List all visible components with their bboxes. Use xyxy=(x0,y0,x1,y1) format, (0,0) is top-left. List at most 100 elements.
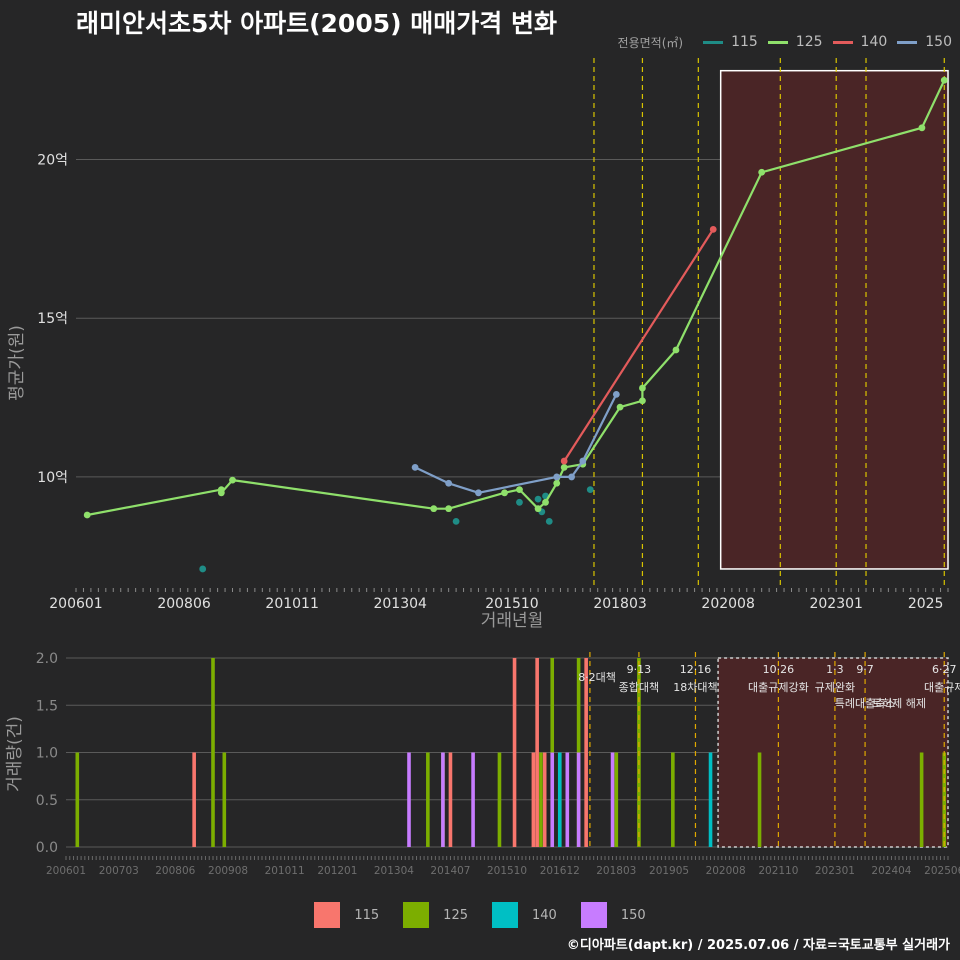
volume-bar-125 xyxy=(919,752,924,847)
legend-swatch-150 xyxy=(897,40,918,44)
policy-label-name: 대출규제 xyxy=(924,681,960,694)
volume-bar-115 xyxy=(542,752,547,847)
volume-legend-swatch-115 xyxy=(314,902,341,928)
legend-label-115: 115 xyxy=(731,34,758,50)
volume-x-tick-label: 201201 xyxy=(317,865,357,877)
policy-label-date: 12·16 xyxy=(680,663,712,676)
legend-label-125: 125 xyxy=(795,34,823,50)
volume-x-tick-label: 201011 xyxy=(265,865,305,877)
price-point-115 xyxy=(516,498,523,506)
price-y-tick-label: 20억 xyxy=(37,153,68,169)
price-point-115 xyxy=(452,517,460,525)
volume-y-tick-label: 0.5 xyxy=(36,793,58,809)
price-y-tick-label: 10억 xyxy=(37,470,68,486)
legend-item-125: 125 xyxy=(767,34,823,50)
policy-label-name: 규제완화 xyxy=(815,681,855,694)
volume-x-tick-label: 202110 xyxy=(758,865,798,877)
price-y-tick-label: 15억 xyxy=(37,311,68,327)
volume-y-tick-label: 1.0 xyxy=(36,746,58,762)
volume-legend-item-150: 150 xyxy=(580,902,646,928)
volume-bar-140 xyxy=(708,752,713,847)
volume-highlight-box xyxy=(717,657,949,848)
volume-bar-125 xyxy=(671,752,675,847)
price-point-125 xyxy=(616,403,624,411)
volume-legend-label-140: 140 xyxy=(532,907,557,923)
policy-label-name: 특례대출축소 xyxy=(835,697,896,710)
volume-legend-item-115: 115 xyxy=(314,902,379,928)
legend-item-150: 150 xyxy=(897,34,952,50)
volume-y-axis-title: 거래량(건) xyxy=(5,716,25,792)
price-point-140 xyxy=(709,225,717,233)
price-point-115 xyxy=(199,565,207,573)
price-point-125 xyxy=(639,397,646,405)
legend-item-115: 115 xyxy=(703,34,758,50)
price-point-150 xyxy=(568,473,576,481)
volume-x-tick-label: 200806 xyxy=(155,865,195,877)
volume-bar-150 xyxy=(441,752,445,847)
price-x-tick-label: 201803 xyxy=(593,596,646,612)
policy-label-name: 토허제 해제 xyxy=(872,696,926,710)
price-point-125 xyxy=(560,464,568,471)
policy-label-date: 10·26 xyxy=(763,663,795,676)
volume-legend-label-115: 115 xyxy=(354,907,380,923)
policy-label-date: 1·3 xyxy=(826,663,844,676)
volume-legend-swatch-140 xyxy=(492,902,518,928)
volume-bar-125 xyxy=(614,752,619,847)
volume-bar-140 xyxy=(557,752,562,847)
price-point-125 xyxy=(501,489,508,497)
volume-bar-125 xyxy=(426,752,430,847)
price-point-115 xyxy=(586,486,594,494)
volume-bar-150 xyxy=(550,752,555,847)
policy-label-date: 9·7 xyxy=(856,663,874,676)
price-point-150 xyxy=(411,464,419,471)
legend-label-140: 140 xyxy=(860,34,888,50)
volume-bar-150 xyxy=(565,752,570,847)
volume-x-tick-label: 202506 xyxy=(924,865,960,877)
price-point-125 xyxy=(445,505,453,513)
volume-bar-150 xyxy=(471,752,475,847)
volume-legend-item-125: 125 xyxy=(403,902,468,928)
price-x-axis-title: 거래년월 xyxy=(481,611,544,631)
price-point-125 xyxy=(639,384,646,392)
price-point-140 xyxy=(560,457,568,465)
volume-legend-label-150: 150 xyxy=(620,907,646,923)
legend-title: 전용면적(㎡) xyxy=(617,35,684,50)
volume-x-tick-label: 201304 xyxy=(374,865,414,877)
price-point-125 xyxy=(229,476,236,484)
volume-bar-115 xyxy=(531,752,536,847)
volume-x-tick-label: 200601 xyxy=(46,865,86,877)
price-x-tick-label: 201304 xyxy=(373,596,427,612)
price-y-axis-title: 평균가(원) xyxy=(7,325,27,401)
price-line-150 xyxy=(414,393,618,494)
price-point-115 xyxy=(534,495,542,503)
price-x-tick-label: 202301 xyxy=(809,596,862,612)
legend-swatch-125 xyxy=(767,40,788,44)
legend-label-150: 150 xyxy=(925,34,952,50)
legend-item-140: 140 xyxy=(832,34,888,50)
price-point-125 xyxy=(758,168,766,176)
volume-y-tick-label: 1.5 xyxy=(36,698,58,714)
volume-bar-115 xyxy=(448,752,453,847)
volume-x-tick-label: 200908 xyxy=(208,865,248,877)
policy-label-name: 종합대책 xyxy=(619,681,659,694)
price-point-125 xyxy=(83,511,91,519)
price-x-tick-label: 202008 xyxy=(701,596,754,612)
price-point-150 xyxy=(553,473,561,481)
price-point-150 xyxy=(612,391,620,398)
price-x-tick-label: 200806 xyxy=(157,596,211,612)
policy-label-date: 6·27 xyxy=(932,663,957,676)
volume-x-tick-label: 201407 xyxy=(430,865,470,877)
policy-label-date: 9·13 xyxy=(627,663,652,676)
volume-x-tick-label: 202008 xyxy=(706,865,746,877)
volume-legend-swatch-125 xyxy=(403,902,430,928)
price-point-150 xyxy=(475,489,482,497)
price-point-125 xyxy=(217,489,225,497)
price-point-125 xyxy=(534,505,542,513)
chart-title: 래미안서초5차 아파트(2005) 매매가격 변화 xyxy=(76,9,557,38)
volume-bar-115 xyxy=(512,658,517,847)
price-point-125 xyxy=(940,76,948,84)
volume-bar-125 xyxy=(75,752,80,847)
volume-x-tick-label: 201510 xyxy=(487,865,527,877)
price-point-125 xyxy=(672,346,680,354)
